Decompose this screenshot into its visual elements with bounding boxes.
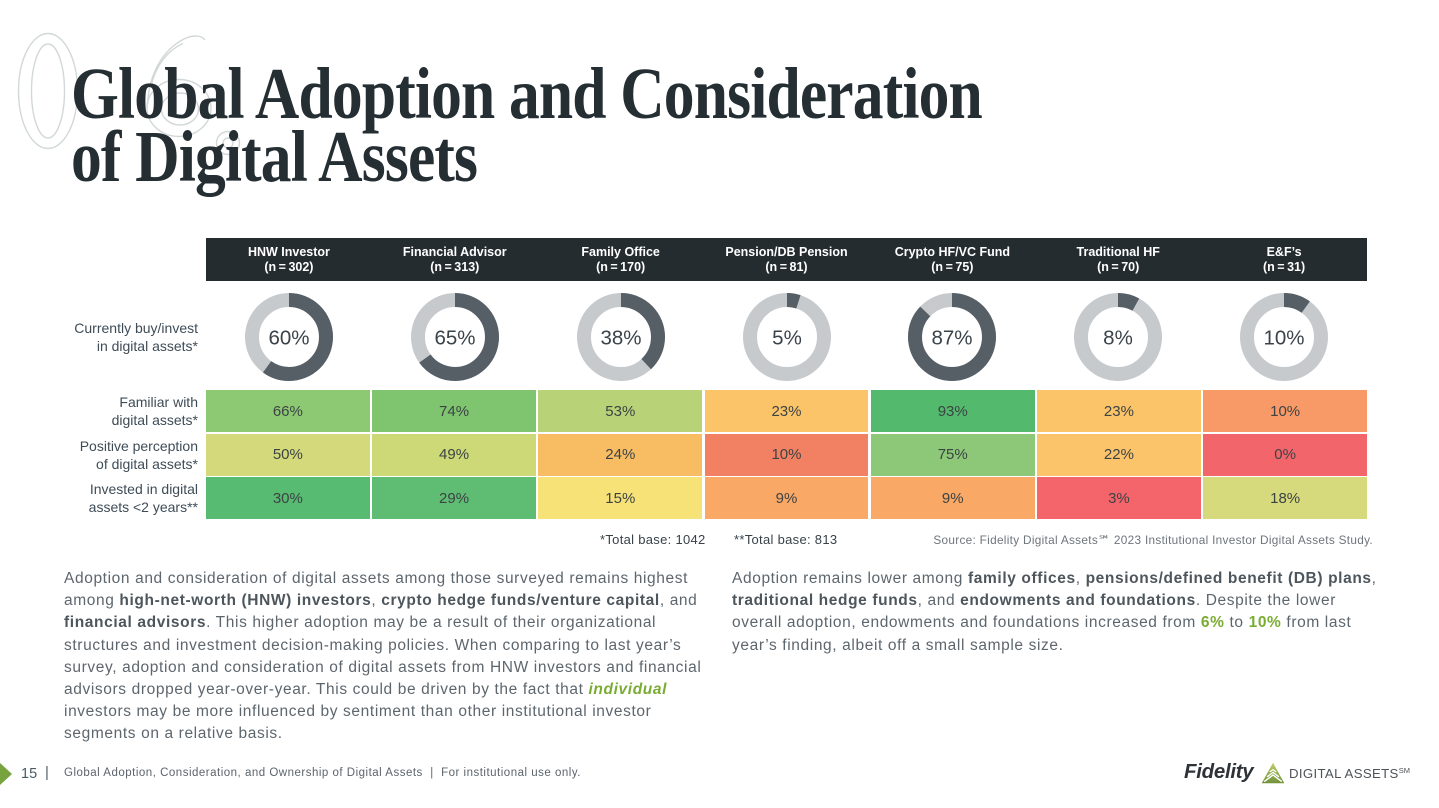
svg-text:8%: 8% (1103, 327, 1133, 350)
svg-text:87%: 87% (932, 327, 973, 350)
svg-text:38%: 38% (600, 327, 641, 350)
svg-text:10%: 10% (1264, 327, 1305, 350)
svg-text:5%: 5% (772, 327, 802, 350)
svg-text:60%: 60% (268, 327, 309, 350)
svg-text:65%: 65% (434, 327, 475, 350)
